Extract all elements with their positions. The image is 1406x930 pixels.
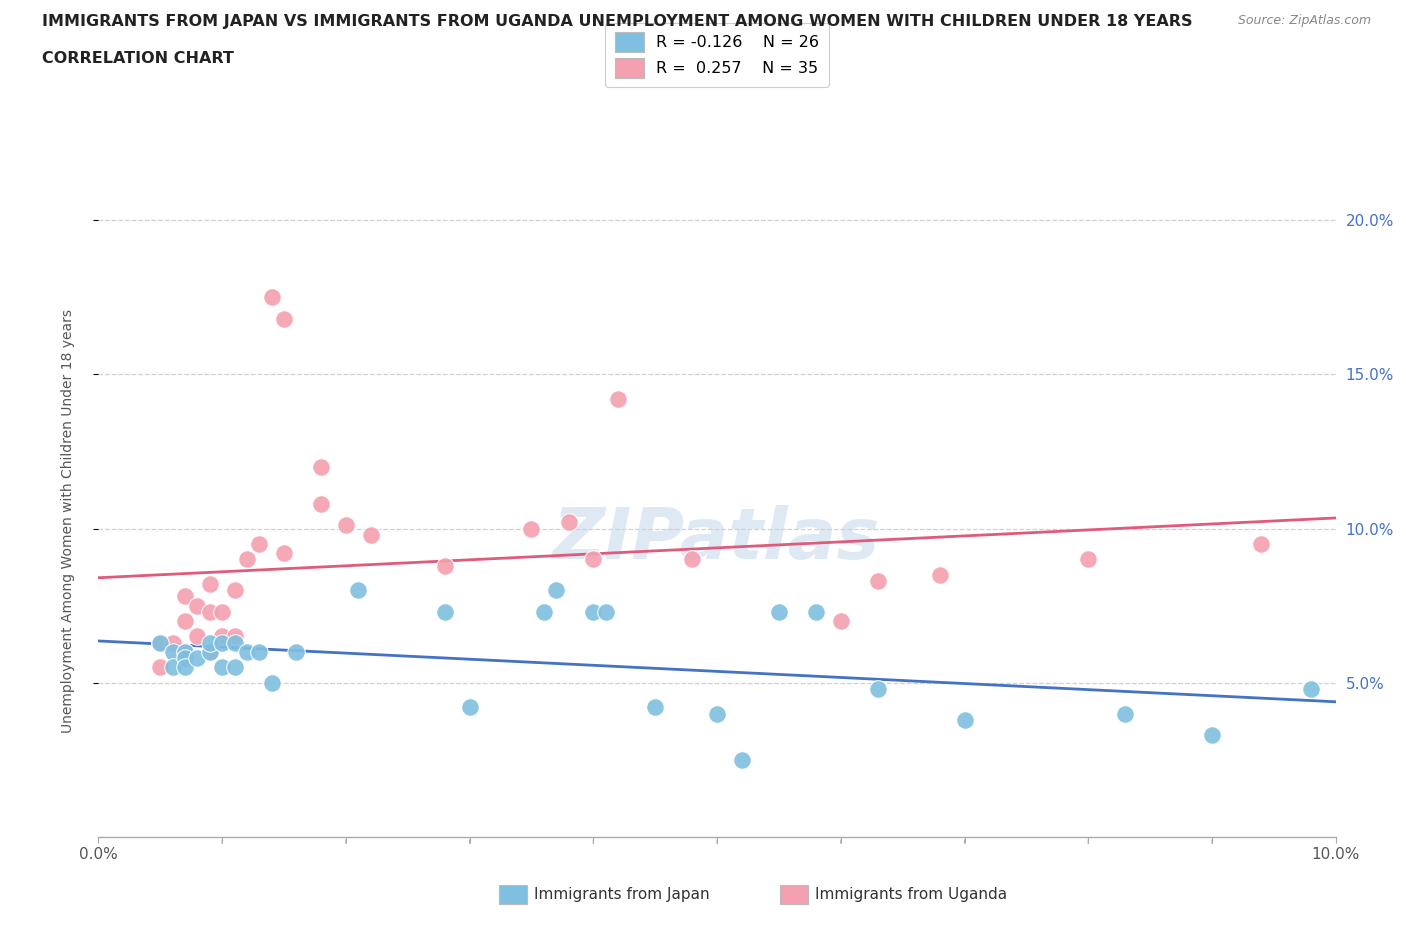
Point [557, 515, 579, 530]
Point [224, 660, 246, 675]
Point [211, 604, 233, 619]
Point [224, 635, 246, 650]
Point [1077, 551, 1099, 566]
Point [644, 700, 666, 715]
Point [224, 583, 246, 598]
Point [309, 497, 332, 512]
Point [768, 604, 790, 619]
Point [533, 604, 555, 619]
Point [149, 635, 172, 650]
Point [335, 518, 357, 533]
Point [520, 521, 543, 536]
Point [260, 290, 283, 305]
Point [582, 551, 605, 566]
Point [149, 660, 172, 675]
Point [211, 660, 233, 675]
Point [186, 629, 208, 644]
Point [198, 604, 221, 619]
Text: Source: ZipAtlas.com: Source: ZipAtlas.com [1237, 14, 1371, 27]
Point [309, 459, 332, 474]
Text: Immigrants from Uganda: Immigrants from Uganda [815, 887, 1008, 902]
Text: IMMIGRANTS FROM JAPAN VS IMMIGRANTS FROM UGANDA UNEMPLOYMENT AMONG WOMEN WITH CH: IMMIGRANTS FROM JAPAN VS IMMIGRANTS FROM… [42, 14, 1192, 29]
Point [458, 700, 481, 715]
Point [347, 583, 370, 598]
Point [174, 589, 197, 604]
Point [866, 574, 889, 589]
Point [174, 644, 197, 659]
Point [162, 660, 184, 675]
Point [731, 752, 754, 767]
Point [1201, 728, 1223, 743]
Point [247, 537, 270, 551]
Point [186, 598, 208, 613]
Point [1114, 706, 1136, 721]
Point [198, 644, 221, 659]
Point [174, 614, 197, 629]
Point [162, 644, 184, 659]
Legend: R = -0.126    N = 26, R =  0.257    N = 35: R = -0.126 N = 26, R = 0.257 N = 35 [605, 23, 830, 87]
Point [247, 644, 270, 659]
Point [582, 604, 605, 619]
Point [236, 551, 259, 566]
Point [211, 629, 233, 644]
Point [198, 577, 221, 591]
Text: Immigrants from Japan: Immigrants from Japan [534, 887, 710, 902]
Point [607, 392, 630, 406]
Point [433, 604, 456, 619]
Point [546, 583, 568, 598]
Point [360, 527, 382, 542]
Point [174, 660, 197, 675]
Point [236, 644, 259, 659]
Y-axis label: Unemployment Among Women with Children Under 18 years: Unemployment Among Women with Children U… [60, 309, 75, 733]
Point [866, 682, 889, 697]
Point [953, 712, 976, 727]
Point [285, 644, 308, 659]
Point [928, 567, 950, 582]
Point [260, 675, 283, 690]
Point [804, 604, 827, 619]
Point [1299, 682, 1322, 697]
Point [174, 644, 197, 659]
Point [273, 546, 295, 561]
Point [595, 604, 617, 619]
Point [211, 635, 233, 650]
Point [273, 312, 295, 326]
Point [162, 635, 184, 650]
Point [681, 551, 703, 566]
Point [198, 644, 221, 659]
Point [186, 651, 208, 666]
Point [174, 651, 197, 666]
Point [1250, 537, 1272, 551]
Point [830, 614, 852, 629]
Point [224, 629, 246, 644]
Point [149, 635, 172, 650]
Text: CORRELATION CHART: CORRELATION CHART [42, 51, 233, 66]
Point [706, 706, 728, 721]
Point [433, 558, 456, 573]
Point [198, 635, 221, 650]
Text: ZIPatlas: ZIPatlas [554, 505, 880, 574]
